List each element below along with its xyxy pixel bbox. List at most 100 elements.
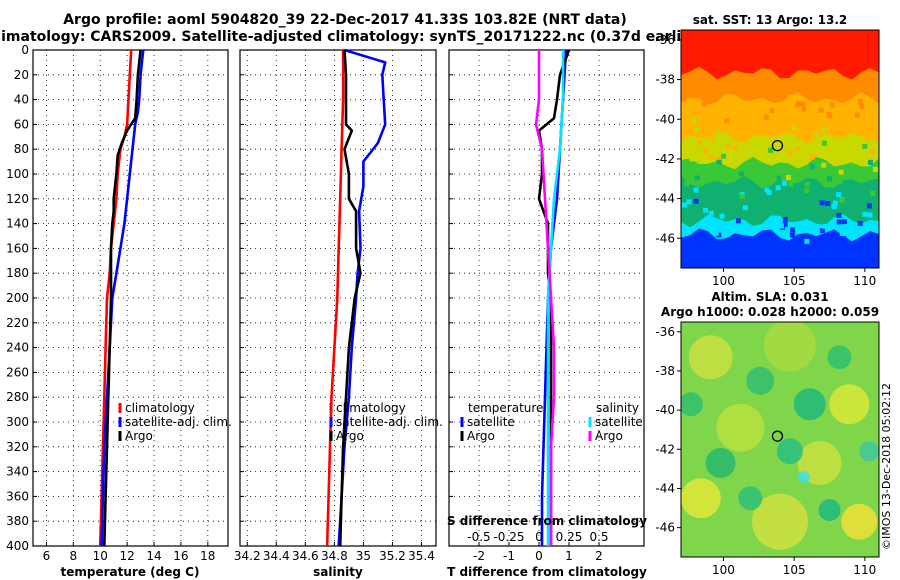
sst-pixel bbox=[781, 180, 787, 186]
sst-pixel bbox=[686, 199, 692, 205]
x-tick-label: 2 bbox=[595, 549, 603, 563]
depth-tick-label: 260 bbox=[6, 365, 29, 379]
map-y-tick-label: -38 bbox=[655, 73, 675, 87]
sst-pixel bbox=[859, 104, 865, 109]
sst-pixel bbox=[790, 112, 796, 118]
sst-pixel bbox=[735, 130, 741, 136]
sst-pixel bbox=[697, 140, 703, 146]
sst-pixel bbox=[719, 213, 725, 219]
sla-blob bbox=[829, 384, 870, 425]
depth-tick-label: 140 bbox=[6, 217, 29, 231]
sst-pixel bbox=[810, 154, 815, 160]
depth-tick-label: 60 bbox=[14, 117, 29, 131]
sst-pixel bbox=[742, 205, 748, 211]
sla-field bbox=[681, 322, 879, 557]
s-x-tick-label: 0.5 bbox=[589, 530, 608, 544]
series-line-satellite-adj-clim- bbox=[100, 49, 145, 547]
salinity-panel: 34.2 34.4 34.6 34.8 35 35.2 35.4 bbox=[234, 48, 437, 563]
sst-pixel bbox=[681, 96, 686, 102]
sst-pixel bbox=[801, 106, 807, 112]
sst-pixel bbox=[836, 192, 842, 198]
map-y-tick-label: -36 bbox=[655, 325, 675, 339]
sst-pixel bbox=[787, 195, 793, 201]
argo-location-marker bbox=[771, 139, 784, 152]
sst-pixel bbox=[829, 102, 835, 108]
title-line2: Climatology: CARS2009. Satellite-adjuste… bbox=[0, 29, 704, 45]
sst-pixel bbox=[868, 159, 873, 165]
sla-blob bbox=[859, 441, 879, 462]
sst-pixel bbox=[819, 228, 825, 234]
sst-pixel bbox=[822, 149, 828, 155]
sst-pixel bbox=[862, 143, 868, 149]
sla-blob bbox=[705, 448, 736, 478]
sst-pixel bbox=[869, 138, 875, 144]
diff-legend-s-argo-label: Argo bbox=[595, 429, 623, 443]
sst-pixel bbox=[735, 218, 741, 224]
sst-pixel bbox=[825, 201, 831, 206]
series-line-satellite-adj-clim- bbox=[337, 48, 387, 547]
diff-legend-s-satellite-label: satellite bbox=[595, 415, 643, 429]
sst-pixel bbox=[818, 107, 824, 113]
sst-pixel bbox=[864, 117, 869, 123]
map-y-tick-label: -36 bbox=[655, 33, 675, 47]
s-x-tick-label: -0.25 bbox=[493, 530, 524, 544]
sla-blob bbox=[716, 403, 765, 452]
depth-tick-label: 280 bbox=[6, 390, 29, 404]
sst-band bbox=[681, 228, 879, 268]
map-y-tick-label: -44 bbox=[655, 192, 675, 206]
sst-pixel bbox=[705, 164, 711, 170]
depth-tick-label: 400 bbox=[6, 539, 29, 553]
x-tick-label: 8 bbox=[70, 549, 78, 563]
series-line-climatology bbox=[325, 50, 345, 547]
sst-pixel bbox=[718, 175, 724, 181]
diff-legend-s-title: salinity bbox=[596, 401, 639, 415]
sla-blob bbox=[776, 438, 803, 465]
sst-pixel bbox=[752, 144, 758, 150]
sst-pixel bbox=[844, 125, 850, 131]
depth-tick-label: 20 bbox=[14, 68, 29, 82]
sst-pixel bbox=[708, 210, 714, 216]
temp-legend-climatology-label: climatology bbox=[125, 401, 195, 415]
sst-pixel bbox=[857, 220, 863, 226]
sst-pixel bbox=[708, 125, 714, 131]
sst-pixel bbox=[701, 101, 707, 107]
x-tick-label: 34.4 bbox=[263, 549, 290, 563]
sst-pixel bbox=[694, 175, 700, 181]
map-y-tick-label: -42 bbox=[655, 152, 675, 166]
sst-pixel bbox=[833, 211, 839, 217]
s-x-tick-label: 0 bbox=[535, 530, 543, 544]
sst-pixel bbox=[822, 223, 828, 229]
sst-pixel bbox=[795, 100, 801, 106]
sst-pixel bbox=[716, 159, 722, 165]
sst-pixel bbox=[716, 156, 722, 162]
x-tick-label: 0 bbox=[535, 549, 543, 563]
depth-tick-label: 340 bbox=[6, 465, 29, 479]
sla-blob bbox=[738, 486, 763, 511]
sst-pixel bbox=[867, 212, 873, 218]
sst-pixel bbox=[703, 148, 709, 154]
sst-pixel bbox=[775, 185, 781, 191]
sst-pixel bbox=[713, 230, 719, 236]
sst-pixel bbox=[693, 198, 699, 204]
sst-pixel bbox=[831, 204, 837, 210]
sst-pixel bbox=[710, 136, 716, 142]
sst-pixel bbox=[809, 164, 815, 170]
sst-pixel bbox=[869, 148, 875, 154]
sst-pixel bbox=[838, 169, 844, 175]
map-y-tick-label: -42 bbox=[655, 442, 675, 456]
map-y-tick-label: -46 bbox=[655, 231, 675, 245]
sst-pixel bbox=[776, 175, 782, 181]
map-x-tick-label: 100 bbox=[712, 274, 735, 288]
depth-tick-label: 240 bbox=[6, 341, 29, 355]
x-tick-label: 18 bbox=[200, 549, 215, 563]
difference-xlabel: T difference from climatology bbox=[447, 565, 647, 579]
map-x-tick-label: 110 bbox=[853, 274, 876, 288]
x-tick-label: 10 bbox=[93, 549, 108, 563]
sst-pixel bbox=[739, 194, 745, 200]
series-line-temperature-argo bbox=[537, 49, 571, 546]
sst-pixel bbox=[836, 212, 842, 218]
sst-pixel bbox=[747, 140, 752, 146]
sst-pixel bbox=[695, 234, 701, 239]
temperature-xlabel: temperature (deg C) bbox=[61, 565, 200, 579]
plot-frame bbox=[32, 49, 229, 547]
